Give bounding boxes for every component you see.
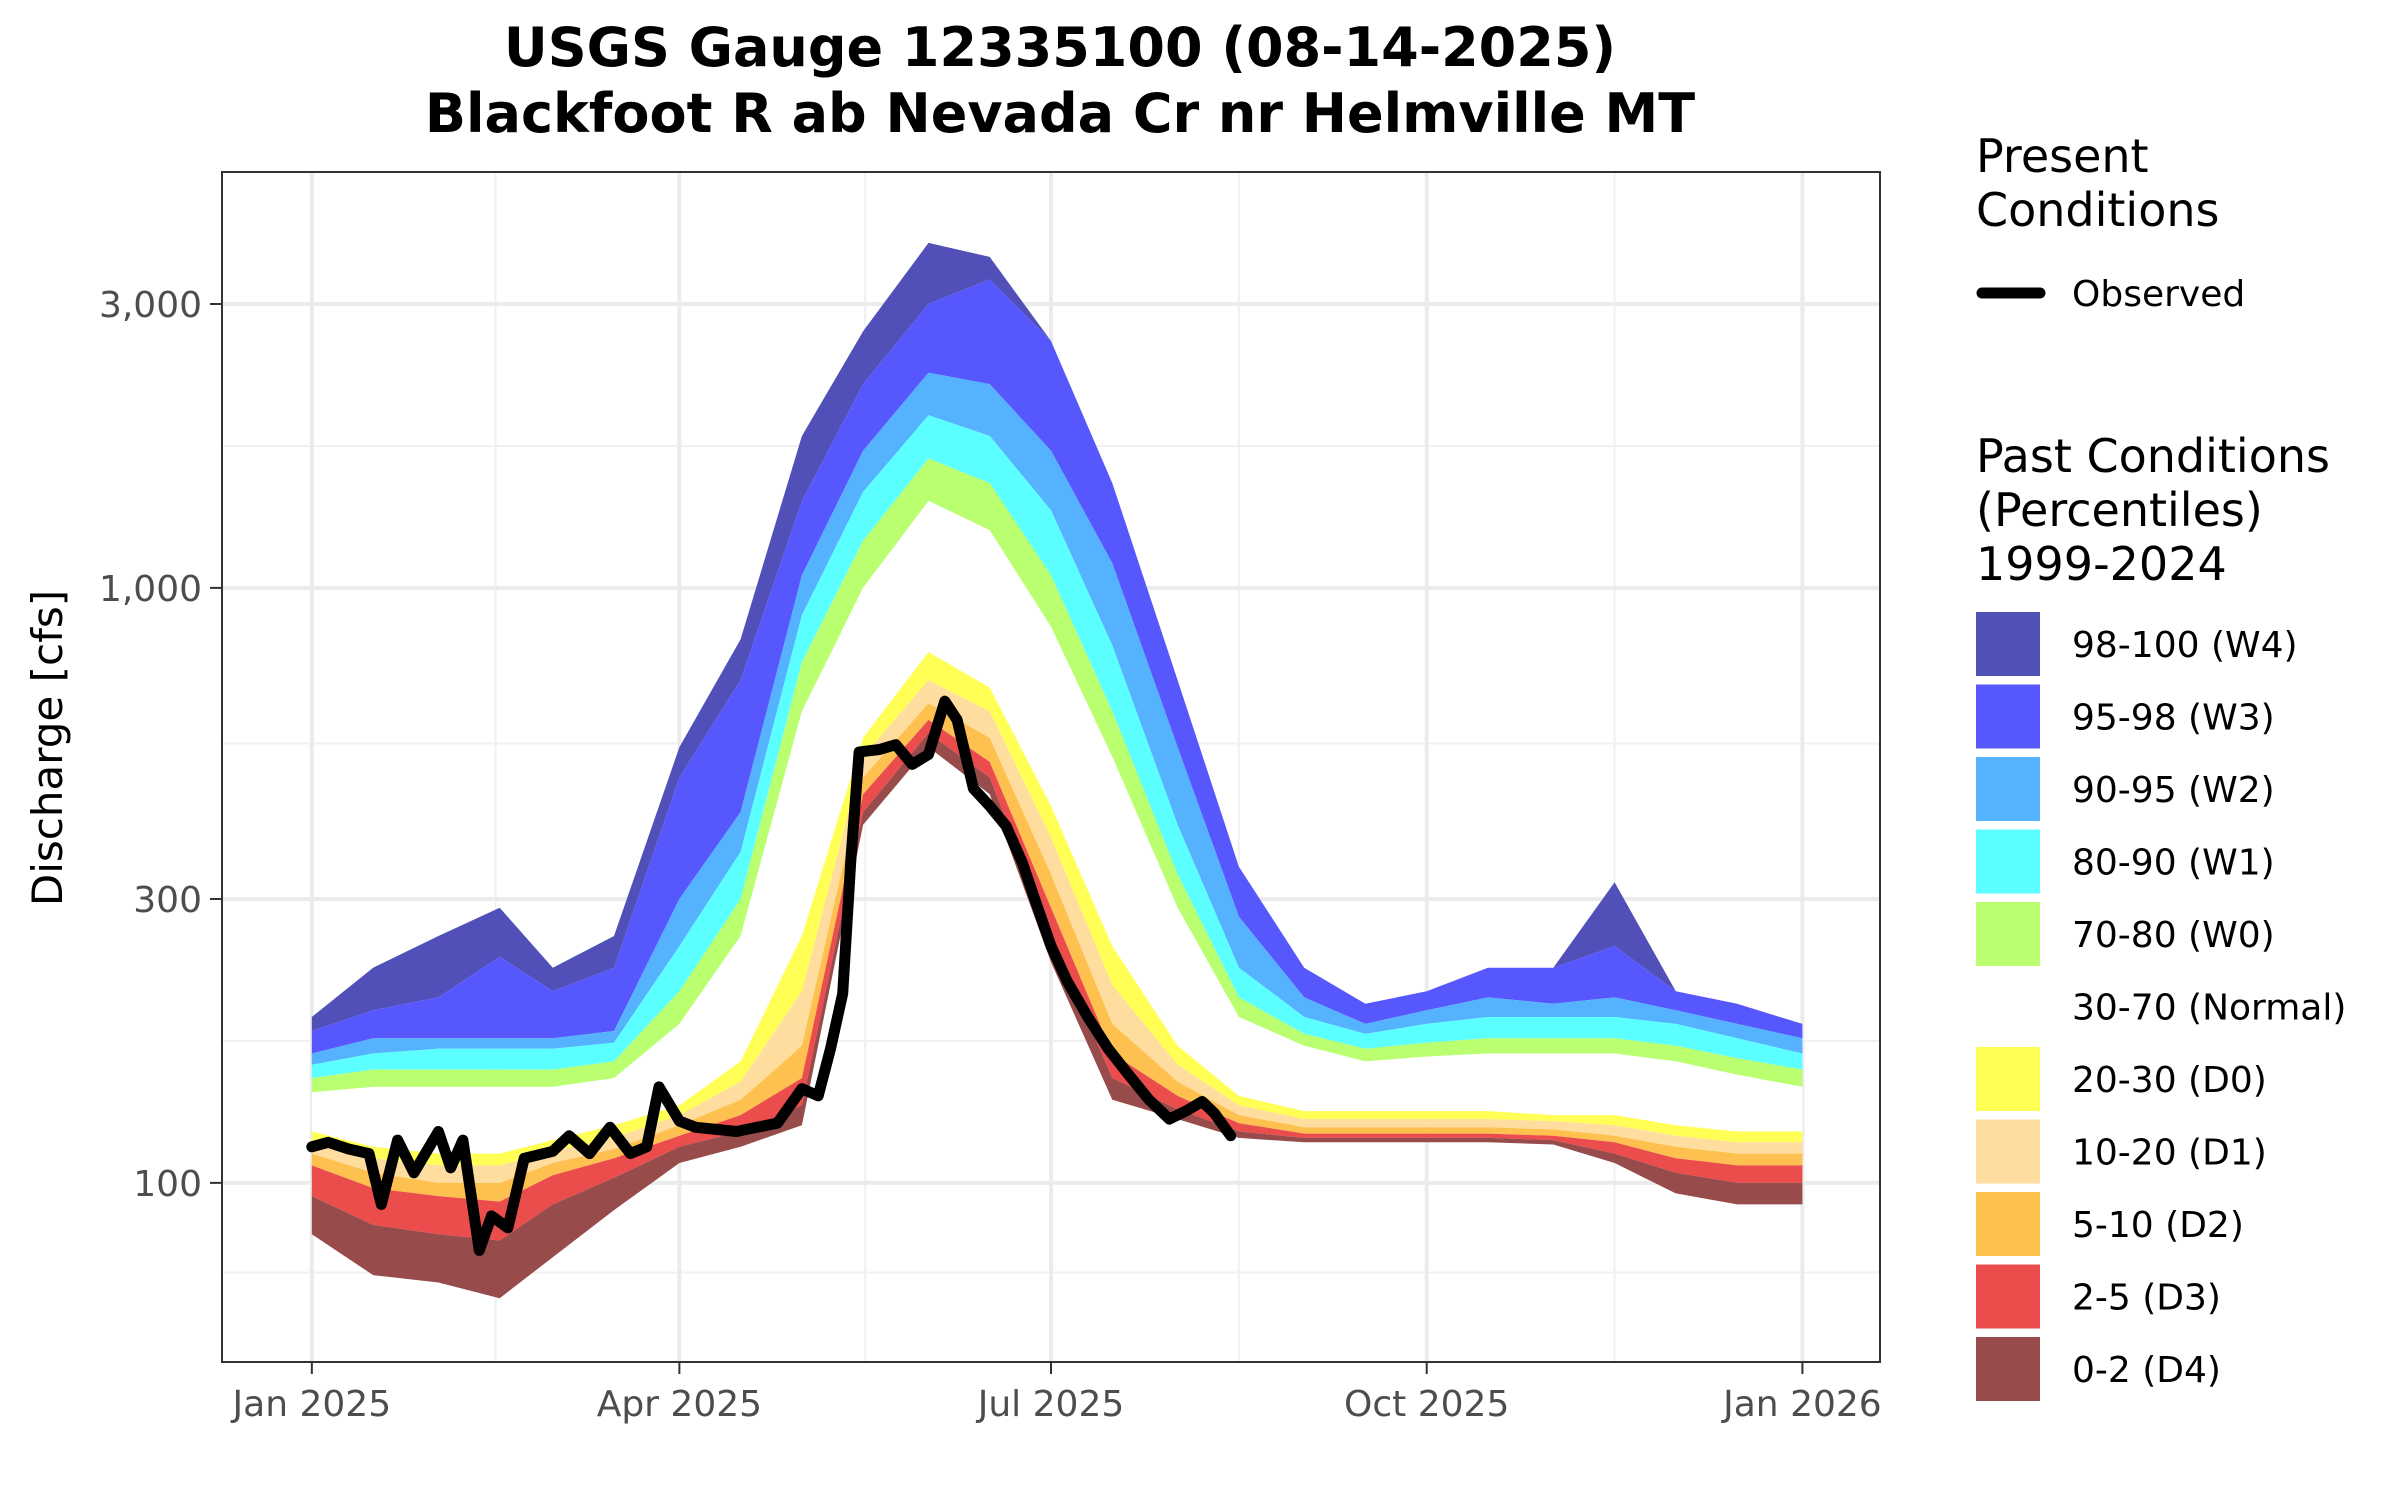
x-tick-label: Oct 2025 bbox=[1344, 1384, 1509, 1425]
legend-present-title: Present Conditions bbox=[1976, 129, 2219, 237]
legend-label: 0-2 (D4) bbox=[2072, 1350, 2221, 1391]
legend-label: 10-20 (D1) bbox=[2072, 1133, 2267, 1174]
band-95-98-w3 bbox=[311, 279, 1803, 1054]
legend-label: 80-90 (W1) bbox=[2072, 843, 2275, 884]
x-tick-label: Jul 2025 bbox=[976, 1384, 1125, 1425]
legend-swatch bbox=[1976, 974, 2040, 1039]
band-10-20-d1 bbox=[311, 680, 1803, 1183]
band-80-90-w1 bbox=[311, 415, 1803, 1079]
y-tick-label: 3,000 bbox=[99, 285, 202, 326]
observed-line bbox=[306, 695, 1237, 1256]
percentile-bands bbox=[311, 242, 1803, 1299]
legend-swatch bbox=[1976, 1119, 2040, 1184]
legend-past-title: Past Conditions (Percentiles) 1999-2024 bbox=[1976, 429, 2345, 591]
legend-observed-label: Observed bbox=[2072, 274, 2245, 315]
chart-subtitle: Blackfoot R ab Nevada Cr nr Helmville MT bbox=[425, 82, 1695, 145]
y-axis: 100 300 1,000 3,000 bbox=[99, 285, 222, 1205]
band-5-10-d2 bbox=[311, 703, 1803, 1202]
legend: Present Conditions Observed Past Conditi… bbox=[1976, 129, 2346, 1401]
y-tick-label: 1,000 bbox=[99, 569, 202, 610]
y-axis-label: Discharge [cfs] bbox=[23, 590, 72, 906]
x-tick-label: Jan 2025 bbox=[231, 1384, 392, 1425]
y-tick-label: 300 bbox=[133, 880, 202, 921]
legend-swatch bbox=[1976, 1192, 2040, 1256]
legend-label: 95-98 (W3) bbox=[2072, 698, 2275, 739]
legend-swatch bbox=[1976, 612, 2040, 676]
band-0-2-d4 bbox=[311, 733, 1803, 1299]
legend-swatch bbox=[1976, 1264, 2040, 1329]
legend-swatch bbox=[1976, 684, 2040, 749]
band-98-100-w4 bbox=[311, 242, 1803, 1031]
legend-swatch bbox=[1976, 902, 2040, 966]
x-tick-label: Jan 2026 bbox=[1721, 1384, 1882, 1425]
legend-label: 98-100 (W4) bbox=[2072, 625, 2298, 666]
chart-title: USGS Gauge 12335100 (08-14-2025) bbox=[504, 16, 1616, 79]
legend-swatch bbox=[1976, 1337, 2040, 1401]
legend-label: 20-30 (D0) bbox=[2072, 1060, 2267, 1101]
legend-label: 5-10 (D2) bbox=[2072, 1205, 2244, 1246]
legend-swatch bbox=[1976, 829, 2040, 894]
x-tick-label: Apr 2025 bbox=[597, 1384, 762, 1425]
legend-label: 30-70 (Normal) bbox=[2072, 988, 2346, 1029]
x-axis: Jan 2025 Apr 2025 Jul 2025 Oct 2025 Jan 2026 bbox=[231, 1362, 1882, 1425]
plot-panel bbox=[221, 171, 1881, 1363]
y-tick-label: 100 bbox=[133, 1164, 202, 1205]
legend-swatch bbox=[1976, 1047, 2040, 1111]
legend-items: 98-100 (W4) 95-98 (W3) 90-95 (W2) 80-90 (W1… bbox=[1976, 612, 2346, 1401]
legend-swatch bbox=[1976, 757, 2040, 821]
band-30-70-normal bbox=[311, 500, 1803, 1154]
legend-label: 2-5 (D3) bbox=[2072, 1278, 2221, 1319]
legend-label: 90-95 (W2) bbox=[2072, 770, 2275, 811]
legend-label: 70-80 (W0) bbox=[2072, 915, 2275, 956]
band-90-95-w2 bbox=[311, 372, 1803, 1065]
